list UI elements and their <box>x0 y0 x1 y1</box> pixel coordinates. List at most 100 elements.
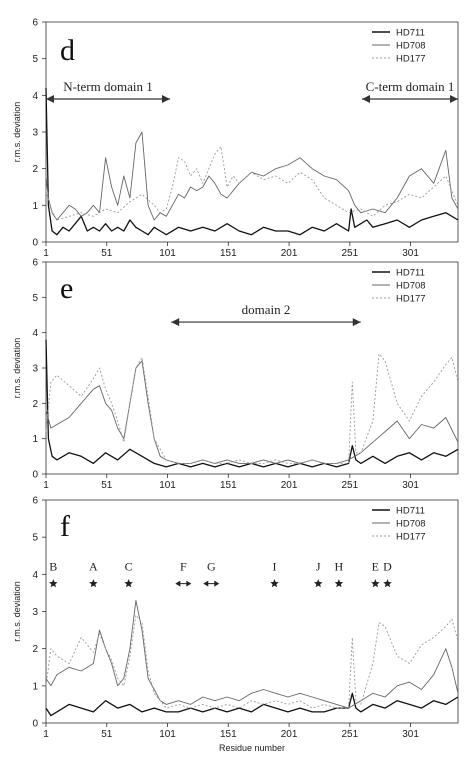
annotation-arrowhead-left <box>171 318 180 327</box>
legend-entry-hd708: HD708 <box>396 519 426 530</box>
x-tick-label: 51 <box>101 729 113 740</box>
legend-entry-hd177: HD177 <box>396 532 426 543</box>
series-line-hd711 <box>45 87 459 236</box>
marker-star <box>334 579 344 588</box>
legend-entry-hd177: HD177 <box>396 54 426 65</box>
marker-label: D <box>383 560 392 574</box>
y-tick-label: 4 <box>32 91 38 102</box>
x-tick-label: 301 <box>402 248 419 259</box>
y-tick-label: 1 <box>32 434 38 445</box>
y-tick-label: 0 <box>32 238 38 249</box>
x-tick-label: 101 <box>159 248 176 259</box>
marker-label: F <box>180 560 187 574</box>
x-tick-label: 201 <box>281 248 298 259</box>
y-axis-label: r.m.s. deviation <box>12 102 22 163</box>
legend-entry-hd708: HD708 <box>396 41 426 52</box>
y-tick-label: 1 <box>32 681 38 692</box>
x-tick-label: 1 <box>43 729 49 740</box>
marker-star <box>383 579 392 588</box>
y-axis-label: r.m.s. deviation <box>12 581 22 642</box>
x-tick-label: 301 <box>402 480 419 491</box>
marker-double-arrow-left <box>203 580 209 587</box>
y-tick-label: 2 <box>32 644 38 655</box>
legend-entry-hd708: HD708 <box>396 281 426 292</box>
x-tick-label: 151 <box>220 480 237 491</box>
y-tick-label: 0 <box>32 719 38 730</box>
y-tick-label: 5 <box>32 293 38 304</box>
x-axis-label: Residue number <box>219 743 285 753</box>
y-tick-label: 3 <box>32 128 38 139</box>
x-tick-label: 101 <box>159 480 176 491</box>
series-line-hd177 <box>45 614 459 709</box>
legend-entry-hd711: HD711 <box>396 268 425 279</box>
marker-label: J <box>316 560 321 574</box>
annotation-arrowhead-right <box>352 318 361 327</box>
x-tick-label: 51 <box>101 480 113 491</box>
panel-letter: f <box>60 510 70 543</box>
y-axis-label: r.m.s. deviation <box>12 338 22 399</box>
marker-label: H <box>335 560 344 574</box>
marker-star <box>313 579 323 588</box>
marker-star <box>270 579 279 588</box>
annotation-arrowhead-left <box>361 95 370 103</box>
y-tick-label: 0 <box>32 470 38 481</box>
series-line-hd177 <box>45 353 459 464</box>
y-tick-label: 3 <box>32 364 38 375</box>
annotation-label: domain 2 <box>242 302 291 317</box>
annotation-arrowhead-right <box>450 95 458 103</box>
panel-letter: e <box>60 272 73 305</box>
series-line-hd708 <box>45 599 459 709</box>
marker-star <box>89 579 98 588</box>
y-tick-label: 6 <box>32 496 38 507</box>
marker-double-arrow-right <box>186 580 192 587</box>
legend-entry-hd711: HD711 <box>396 28 425 39</box>
panel-letter: d <box>60 34 75 67</box>
series-line-hd708 <box>45 131 459 221</box>
x-tick-label: 151 <box>220 729 237 740</box>
series-line-hd177 <box>45 146 459 221</box>
marker-label: A <box>89 560 98 574</box>
marker-star <box>124 579 133 588</box>
y-tick-label: 2 <box>32 399 38 410</box>
annotation-label: N-term domain 1 <box>63 79 153 94</box>
legend-entry-hd711: HD711 <box>396 506 425 517</box>
annotation-arrowhead-left <box>46 95 54 103</box>
x-tick-label: 301 <box>402 729 419 740</box>
marker-star <box>371 579 380 588</box>
y-tick-label: 5 <box>32 533 38 544</box>
series-line-hd711 <box>45 692 459 717</box>
x-tick-label: 1 <box>43 480 49 491</box>
marker-double-arrow-right <box>214 580 220 587</box>
marker-label: G <box>207 560 216 574</box>
x-tick-label: 201 <box>281 480 298 491</box>
y-tick-label: 5 <box>32 54 38 65</box>
y-tick-label: 6 <box>32 18 38 29</box>
legend-entry-hd177: HD177 <box>396 294 426 305</box>
marker-label: E <box>372 560 379 574</box>
annotation-label: C-term domain 1 <box>366 79 455 94</box>
y-tick-label: 4 <box>32 570 38 581</box>
y-tick-label: 1 <box>32 201 38 212</box>
x-tick-label: 151 <box>220 248 237 259</box>
x-tick-label: 201 <box>281 729 298 740</box>
x-tick-label: 251 <box>341 729 358 740</box>
marker-star <box>49 579 58 588</box>
y-tick-label: 2 <box>32 164 38 175</box>
x-tick-label: 1 <box>43 248 49 259</box>
y-tick-label: 4 <box>32 328 38 339</box>
marker-double-arrow-left <box>175 580 181 587</box>
marker-label: C <box>125 560 133 574</box>
series-line-hd711 <box>45 339 459 468</box>
x-tick-label: 251 <box>341 480 358 491</box>
y-tick-label: 6 <box>32 258 38 269</box>
marker-label: B <box>49 560 57 574</box>
annotation-arrowhead-right <box>161 95 170 103</box>
y-tick-label: 3 <box>32 607 38 618</box>
x-tick-label: 101 <box>159 729 176 740</box>
x-tick-label: 51 <box>101 248 113 259</box>
